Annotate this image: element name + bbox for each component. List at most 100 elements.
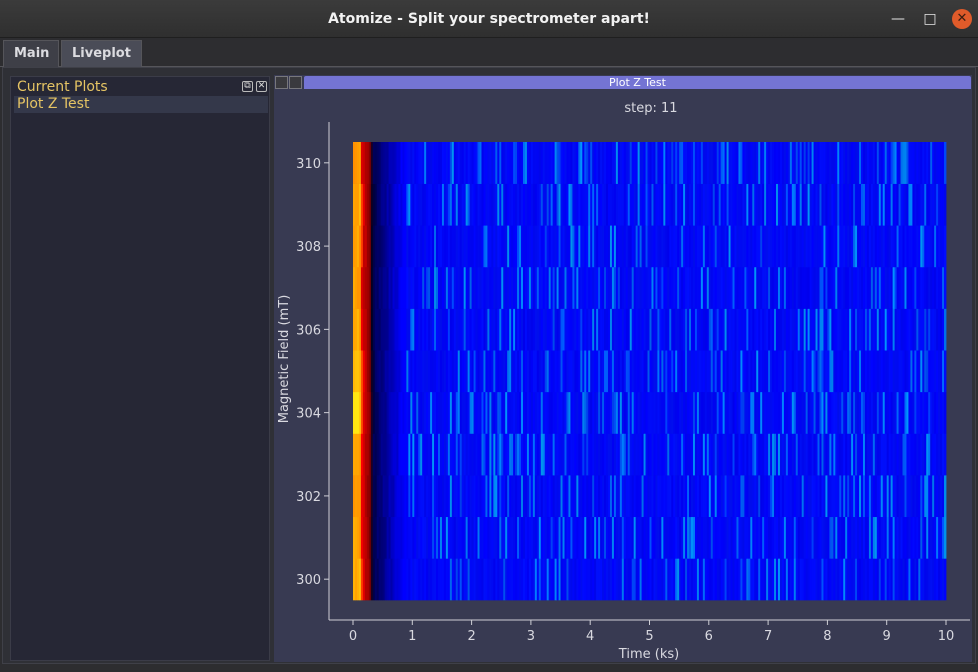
heatmap-cell: [651, 558, 654, 601]
heatmap-cell: [578, 433, 581, 476]
tab-liveplot[interactable]: Liveplot: [61, 40, 142, 67]
heatmap-cell: [831, 516, 834, 559]
maximize-button[interactable]: □: [923, 11, 937, 27]
dock-close-icon[interactable]: [275, 76, 288, 89]
heatmap-cell: [934, 350, 937, 393]
heatmap-cell: [455, 350, 459, 393]
heatmap-chart[interactable]: step: 11 0 1 2 3 4 5 6 7 8 9 10300302304306308310 …: [274, 75, 972, 662]
dock-float-icon[interactable]: [289, 76, 302, 89]
heatmap-cell: [785, 266, 789, 309]
heatmap-cell: [503, 433, 506, 476]
heatmap-cell: [360, 558, 364, 601]
plot-list-item[interactable]: Plot Z Test: [14, 96, 268, 113]
heatmap-cell: [374, 183, 378, 226]
heatmap-cell: [364, 266, 368, 309]
tab-main[interactable]: Main: [3, 40, 59, 67]
heatmap-cell: [647, 266, 650, 309]
dock-close-button[interactable]: ✕: [256, 81, 267, 92]
heatmap-cell: [580, 266, 583, 309]
heatmap-cell: [677, 183, 680, 226]
heatmap-cell: [513, 558, 516, 601]
heatmap-cell: [712, 516, 716, 559]
heatmap-cell: [795, 142, 799, 184]
heatmap-cell: [463, 558, 467, 601]
heatmap-cell: [584, 475, 587, 518]
heatmap-cell: [428, 475, 431, 518]
heatmap-cell: [465, 475, 469, 518]
heatmap-cell: [924, 516, 927, 559]
heatmap-cell: [892, 391, 896, 434]
heatmap-cell: [783, 266, 787, 309]
heatmap-cell: [384, 183, 388, 226]
heatmap-cell: [902, 183, 905, 226]
heatmap-cell: [845, 183, 848, 226]
heatmap-cell: [841, 225, 844, 268]
heatmap-cell: [770, 391, 773, 434]
heatmap-cell: [785, 183, 789, 226]
heatmap-cell: [526, 183, 530, 226]
heatmap-cell: [481, 142, 484, 184]
heatmap-cell: [706, 433, 710, 476]
heatmap-cell: [706, 225, 710, 268]
heatmap-cell: [556, 475, 559, 518]
heatmap-cell: [878, 350, 882, 393]
heatmap-cell: [430, 433, 433, 476]
heatmap-cell: [849, 391, 852, 434]
heatmap-cell: [675, 350, 678, 393]
heatmap-cell: [594, 308, 597, 351]
heatmap-cell: [562, 183, 565, 226]
dock-float-button[interactable]: ⧉: [242, 81, 253, 92]
heatmap-cell: [358, 475, 362, 518]
heatmap-cell: [940, 475, 943, 518]
heatmap-cell: [835, 266, 838, 309]
minimize-button[interactable]: —: [891, 11, 905, 27]
heatmap-cell: [870, 266, 874, 309]
heatmap-cell: [866, 516, 870, 559]
heatmap-cell: [698, 350, 702, 393]
heatmap-cell: [495, 391, 498, 434]
heatmap-cell: [556, 350, 559, 393]
heatmap-cell: [358, 516, 362, 559]
heatmap-cell: [706, 475, 710, 518]
heatmap-cell: [602, 308, 605, 351]
heatmap-cell: [872, 142, 876, 184]
heatmap-cell: [356, 350, 360, 393]
heatmap-cell: [768, 142, 771, 184]
heatmap-cell: [726, 433, 729, 476]
heatmap-cell: [781, 516, 785, 559]
heatmap-cell: [718, 350, 722, 393]
heatmap-cell: [584, 142, 587, 184]
heatmap-cell: [522, 558, 526, 601]
heatmap-cell: [710, 558, 714, 601]
heatmap-cell: [366, 225, 370, 268]
heatmap-cell: [611, 183, 615, 226]
heatmap-cell: [675, 308, 678, 351]
heatmap-cell: [519, 183, 522, 226]
plot-dock-title[interactable]: Plot Z Test: [304, 76, 971, 89]
heatmap-cell: [762, 558, 765, 601]
heatmap-cell: [815, 350, 818, 393]
heatmap-cell: [657, 225, 660, 268]
heatmap-cell: [752, 433, 755, 476]
heatmap-cell: [839, 308, 842, 351]
heatmap-cell: [408, 433, 411, 476]
heatmap-cell: [866, 266, 870, 309]
heatmap-cell: [669, 225, 672, 268]
heatmap-cell: [655, 475, 658, 518]
heatmap-cell: [439, 475, 443, 518]
heatmap-cell: [615, 308, 619, 351]
heatmap-cell: [526, 391, 530, 434]
heatmap-cell: [698, 225, 702, 268]
heatmap-cell: [734, 558, 737, 601]
heatmap-cell: [627, 475, 631, 518]
close-window-button[interactable]: ✕: [952, 9, 972, 29]
heatmap-cell: [730, 433, 733, 476]
heatmap-cell: [590, 142, 593, 184]
heatmap-cell: [651, 142, 654, 184]
heatmap-cell: [698, 558, 702, 601]
heatmap-cell: [811, 308, 814, 351]
heatmap-cell: [631, 558, 635, 601]
heatmap-cell: [661, 391, 664, 434]
heatmap-cell: [538, 183, 542, 226]
heatmap-cell: [475, 433, 478, 476]
